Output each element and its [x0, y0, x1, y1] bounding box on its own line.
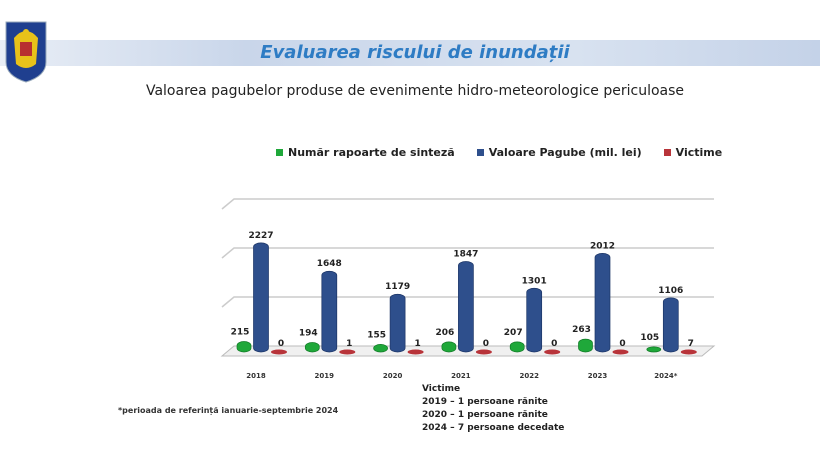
bar-rapoarte: [646, 346, 662, 353]
data-label: 105: [640, 333, 659, 343]
x-tick-label: 2023: [588, 372, 608, 380]
data-label: 0: [278, 339, 284, 349]
legend-swatch: [476, 149, 484, 156]
data-label: 1847: [453, 249, 478, 259]
bar-pagube: [662, 297, 679, 353]
bar-rapoarte: [373, 344, 388, 353]
title-banner: [0, 40, 820, 66]
x-tick-label: 2022: [519, 372, 539, 380]
x-tick-label: 2020: [383, 372, 403, 380]
data-label: 0: [483, 339, 489, 349]
data-label: 207: [504, 328, 523, 338]
victims-line: 2024 – 7 persoane decedate: [422, 423, 565, 433]
victims-title: Victime: [422, 384, 461, 394]
victims-line: 2019 – 1 persoane rănite: [422, 397, 548, 407]
bar-victime: [680, 349, 697, 355]
data-label: 194: [299, 328, 318, 338]
bar-victime: [612, 349, 629, 355]
bar-pagube: [594, 253, 611, 353]
chart-subtitle: Valoarea pagubelor produse de evenimente…: [145, 83, 685, 99]
x-tick-label: 2018: [246, 372, 266, 380]
data-label: 1648: [317, 259, 342, 269]
bar-victime: [407, 349, 424, 355]
data-label: 215: [231, 327, 250, 337]
gridline: [221, 247, 714, 259]
data-label: 155: [367, 330, 386, 340]
data-label: 1: [414, 339, 420, 349]
chart-legend: Număr rapoarte de sinteză Valoare Pagube…: [276, 146, 744, 159]
bar-rapoarte: [236, 341, 252, 353]
gridline: [221, 296, 714, 308]
bar-rapoarte: [578, 338, 593, 353]
data-label: 0: [551, 339, 557, 349]
data-label: 2012: [590, 241, 615, 251]
legend-item-rapoarte: Număr rapoarte de sinteză: [276, 146, 455, 159]
data-label: 1: [346, 339, 352, 349]
bar-victime: [475, 349, 492, 355]
bar-rapoarte: [441, 341, 457, 353]
legend-swatch: [276, 149, 283, 156]
bar-pagube: [458, 261, 474, 353]
data-label: 7: [688, 339, 694, 349]
legend-swatch: [663, 149, 671, 156]
bar-pagube: [253, 242, 269, 353]
bar-rapoarte: [509, 341, 525, 353]
bar-victime: [339, 349, 356, 355]
victims-line: 2020 – 1 persoane rănite: [422, 410, 548, 420]
bar-victime: [271, 349, 287, 355]
bar-rapoarte: [304, 342, 320, 353]
bar-pagube: [321, 270, 338, 353]
data-label: 1301: [522, 276, 547, 286]
legend-item-pagube: Valoare Pagube (mil. lei): [476, 146, 642, 159]
page-title: Evaluarea riscului de inundații: [260, 42, 570, 63]
coat-of-arms-logo: [5, 21, 47, 83]
data-label: 263: [572, 325, 591, 335]
x-tick-label: 2024*: [654, 372, 677, 380]
x-tick-label: 2021: [451, 372, 471, 380]
legend-item-victime: Victime: [663, 146, 723, 159]
gridline: [221, 198, 714, 210]
data-label: 0: [619, 339, 625, 349]
data-label: 2227: [248, 231, 273, 241]
legend-label: Victime: [675, 146, 723, 159]
bar-pagube: [389, 293, 406, 353]
data-label: 206: [436, 328, 455, 338]
footnote: *perioada de referință ianuarie-septembr…: [118, 406, 339, 415]
data-label: 1106: [658, 286, 683, 296]
legend-label: Număr rapoarte de sinteză: [288, 146, 455, 159]
victims-note: Victime 2019 – 1 persoane rănite 2020 – …: [422, 383, 564, 435]
bar-victime: [544, 349, 561, 355]
data-label: 1179: [385, 282, 410, 292]
legend-label: Valoare Pagube (mil. lei): [488, 146, 642, 159]
x-tick-label: 2019: [315, 372, 335, 380]
bar-pagube: [526, 287, 543, 353]
